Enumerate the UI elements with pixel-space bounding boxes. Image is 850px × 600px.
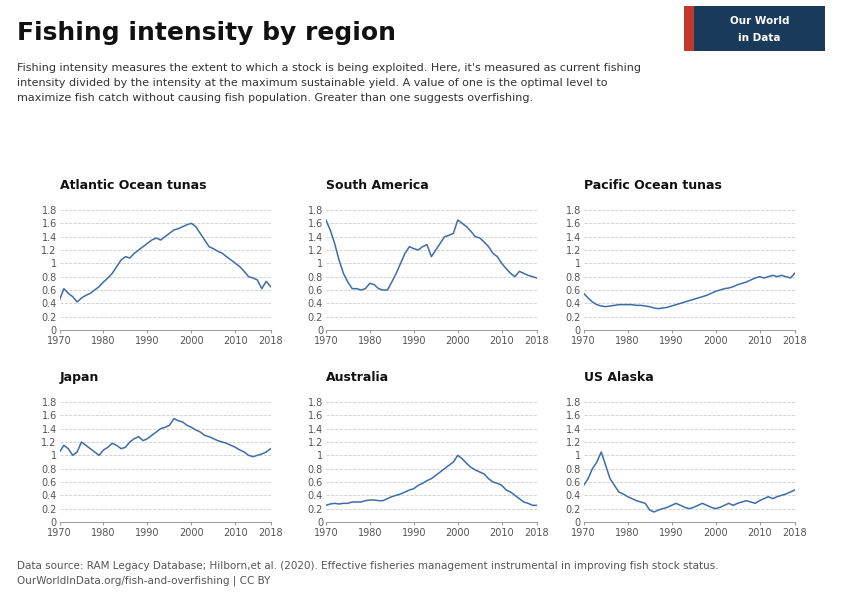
Text: South America: South America [326, 179, 428, 192]
Bar [684, 6, 694, 51]
Text: Fishing intensity by region: Fishing intensity by region [17, 21, 396, 45]
Text: Data source: RAM Legacy Database; Hilborn,et al. (2020). Effective fisheries man: Data source: RAM Legacy Database; Hilbor… [17, 561, 718, 586]
Text: Pacific Ocean tunas: Pacific Ocean tunas [584, 179, 722, 192]
Text: Fishing intensity measures the extent to which a stock is being exploited. Here,: Fishing intensity measures the extent to… [17, 63, 641, 103]
Text: US Alaska: US Alaska [584, 371, 654, 384]
Text: in Data: in Data [738, 34, 780, 43]
Text: Atlantic Ocean tunas: Atlantic Ocean tunas [60, 179, 206, 192]
Text: Our World: Our World [729, 16, 789, 26]
Text: Japan: Japan [60, 371, 99, 384]
Text: Australia: Australia [326, 371, 389, 384]
